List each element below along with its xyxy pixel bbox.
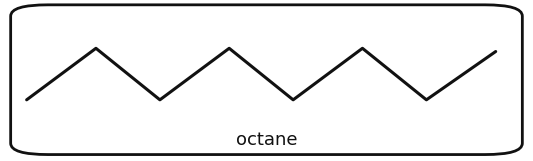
FancyBboxPatch shape [11, 5, 522, 155]
Text: octane: octane [236, 131, 297, 149]
